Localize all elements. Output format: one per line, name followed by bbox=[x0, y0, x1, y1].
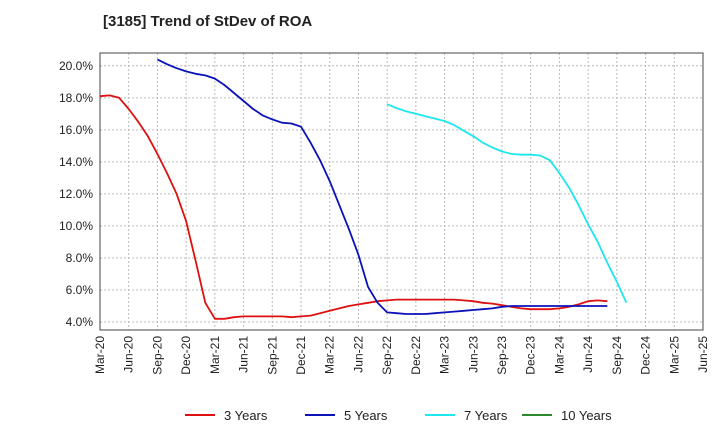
x-tick-label: Sep-24 bbox=[610, 336, 624, 375]
y-tick-label: 18.0% bbox=[59, 91, 93, 105]
y-tick-labels: 4.0% 6.0% 8.0% 10.0% 12.0% 14.0% 16.0% 18.0% 20.… bbox=[59, 59, 93, 329]
plot-frame bbox=[99, 52, 704, 331]
x-tick-label: Jun-25 bbox=[696, 336, 710, 373]
x-tick-label: Mar-24 bbox=[552, 336, 566, 374]
chart-title: [3185] Trend of StDev of ROA bbox=[103, 13, 313, 30]
series-line bbox=[156, 58, 608, 315]
x-tick-label: Dec-22 bbox=[409, 336, 423, 375]
x-tick-label: Jun-21 bbox=[237, 336, 251, 373]
x-tick-label: Dec-24 bbox=[639, 336, 653, 375]
legend-label: 3 Years bbox=[224, 408, 268, 423]
x-tick-label: Sep-23 bbox=[495, 336, 509, 375]
y-tick-label: 14.0% bbox=[59, 155, 93, 169]
x-tick-label: Jun-24 bbox=[581, 336, 595, 373]
series-lines bbox=[99, 58, 628, 320]
legend: 3 Years 5 Years 7 Years 10 Years bbox=[185, 408, 612, 423]
y-tick-label: 6.0% bbox=[66, 283, 94, 297]
x-tick-label: Jun-23 bbox=[466, 336, 480, 373]
series-line bbox=[99, 94, 608, 320]
series-line bbox=[386, 103, 628, 304]
x-tick-label: Sep-21 bbox=[265, 336, 279, 375]
x-tick-labels: Mar-20 Jun-20 Sep-20 Dec-20 Mar-21 Jun-21 Sep-… bbox=[93, 336, 710, 375]
x-tick-label: Mar-22 bbox=[323, 336, 337, 374]
x-tick-label: Jun-22 bbox=[351, 336, 365, 373]
legend-label: 5 Years bbox=[344, 408, 388, 423]
legend-label: 7 Years bbox=[464, 408, 508, 423]
x-tick-label: Mar-25 bbox=[667, 336, 681, 374]
y-tick-label: 12.0% bbox=[59, 187, 93, 201]
x-tick-label: Dec-23 bbox=[524, 336, 538, 375]
x-tick-label: Sep-22 bbox=[380, 336, 394, 375]
y-tick-label: 8.0% bbox=[66, 251, 94, 265]
x-tick-label: Sep-20 bbox=[150, 336, 164, 375]
x-tick-label: Mar-23 bbox=[438, 336, 452, 374]
y-tick-label: 4.0% bbox=[66, 315, 94, 329]
x-tick-label: Mar-21 bbox=[208, 336, 222, 374]
x-tick-label: Mar-20 bbox=[93, 336, 107, 374]
legend-label: 10 Years bbox=[561, 408, 612, 423]
grid-lines bbox=[100, 53, 703, 330]
y-tick-label: 16.0% bbox=[59, 123, 93, 137]
x-tick-label: Dec-20 bbox=[179, 336, 193, 375]
x-tick-label: Jun-20 bbox=[122, 336, 136, 373]
y-tick-label: 10.0% bbox=[59, 219, 93, 233]
axes bbox=[99, 52, 704, 331]
x-tick-label: Dec-21 bbox=[294, 336, 308, 375]
y-tick-label: 20.0% bbox=[59, 59, 93, 73]
